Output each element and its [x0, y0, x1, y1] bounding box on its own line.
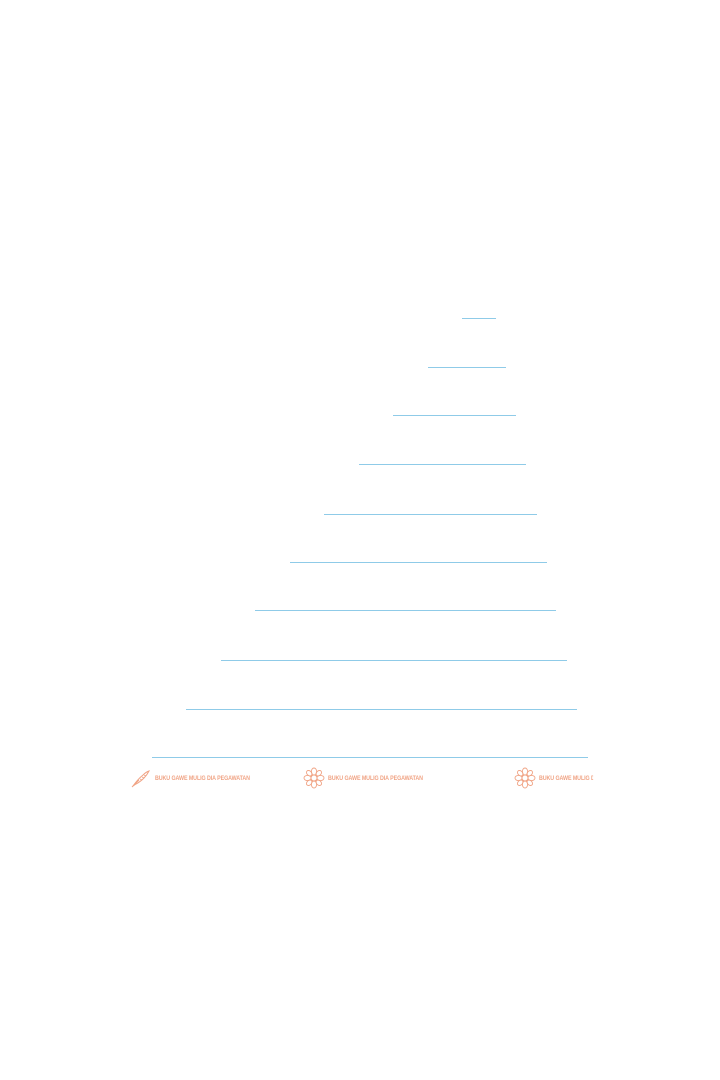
- flower-ornament-icon: [303, 767, 325, 789]
- footer-text-2: Buku Gawe Mulig Dia Pegawatan: [328, 774, 423, 782]
- footer-text-1: Buku Gawe Mulig Dia Pegawatan: [155, 774, 250, 782]
- writing-line-7: [255, 610, 556, 611]
- footer-text-3: Buku Gawe Mulig Dia P: [539, 774, 593, 782]
- writing-line-4: [359, 464, 526, 465]
- writing-line-3: [393, 415, 516, 416]
- writing-line-5: [324, 514, 537, 515]
- footer-item-2: Buku Gawe Mulig Dia Pegawatan: [303, 767, 444, 789]
- writing-line-2: [428, 367, 506, 368]
- writing-line-1: [462, 318, 496, 319]
- writing-line-10: [152, 757, 588, 758]
- writing-line-9: [186, 709, 577, 710]
- writing-line-8: [221, 660, 567, 661]
- footer-item-3: Buku Gawe Mulig Dia P: [514, 767, 605, 789]
- flower-ornament-icon: [514, 767, 536, 789]
- writing-line-6: [290, 562, 547, 563]
- footer-item-1: Buku Gawe Mulig Dia Pegawatan: [130, 767, 271, 789]
- quill-pen-icon: [130, 767, 152, 789]
